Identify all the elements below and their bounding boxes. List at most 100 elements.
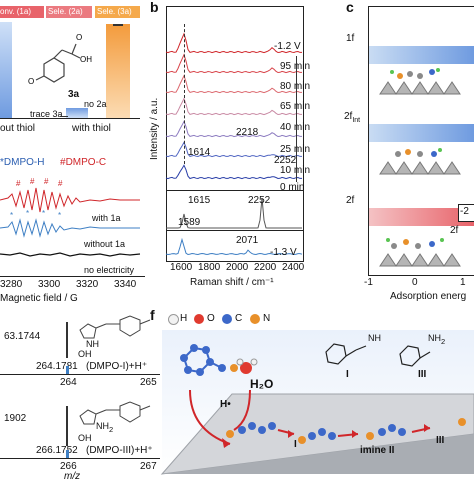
panel-ms: 63.1744 NH OH 264.1781 (DMPO-I)+H⁺ 264 2… bbox=[0, 310, 160, 482]
panel-f-hstar-label: H• bbox=[220, 399, 231, 410]
raman-xlabel: Raman shift / cm⁻¹ bbox=[190, 277, 274, 288]
legend-h-label: H bbox=[180, 313, 188, 324]
surface-label-i: I bbox=[294, 439, 297, 450]
legend-c-dot bbox=[222, 314, 232, 324]
epr-legend-c-label: DMPO-C bbox=[65, 157, 107, 168]
raman-time: 40 min bbox=[280, 122, 311, 133]
epr-legend-c: #DMPO-C bbox=[60, 158, 106, 168]
legend-o-label: O bbox=[207, 313, 215, 324]
panel-b-letter: b bbox=[150, 0, 159, 15]
panel-c-frame bbox=[368, 6, 474, 276]
epr-label-with-1a: with 1a bbox=[92, 213, 121, 223]
panel-a: onv. (1a) Sele. (2a) Sele. (3a) O OH O 3… bbox=[0, 0, 140, 140]
ms-top-oh: OH bbox=[78, 349, 92, 359]
panel-epr: *DMPO-H #DMPO-C # # # # * * * * with 1a … bbox=[0, 150, 145, 290]
legend-c-label: C bbox=[235, 313, 243, 324]
epr-xtick: 3340 bbox=[114, 279, 137, 290]
panel-f-adsorbed-chain bbox=[226, 418, 466, 444]
panel-c-row-label: 2f bbox=[346, 195, 355, 206]
raman-xtick: 2400 bbox=[282, 262, 305, 273]
epr-marker-h: * bbox=[42, 209, 45, 218]
species-i-icon bbox=[325, 343, 367, 365]
panel-c-bar-2f-label-box bbox=[458, 204, 474, 222]
error-bar bbox=[113, 24, 123, 26]
raman-time: 0 min bbox=[280, 182, 305, 193]
legend-sele2a-swatch bbox=[46, 6, 92, 18]
panel-f-legend: H O C N bbox=[168, 312, 318, 326]
epr-marker-h: * bbox=[10, 211, 13, 220]
raman-xtick: 1800 bbox=[198, 262, 221, 273]
ms-bottom-blue-peak bbox=[66, 450, 69, 458]
epr-marker-c: # bbox=[58, 179, 63, 188]
panel-a-xaxis bbox=[0, 118, 140, 119]
epr-marker-h: * bbox=[58, 211, 61, 220]
legend-n-label: N bbox=[263, 313, 271, 324]
panel-f-arrow bbox=[189, 389, 251, 448]
xtick-without-thiol: out thiol bbox=[0, 123, 36, 134]
bar-sele2a-with-thiol bbox=[66, 108, 88, 118]
bar-label-trace-arrow bbox=[60, 116, 68, 117]
raman-frame bbox=[166, 6, 304, 262]
raman-bottom-line bbox=[165, 237, 303, 256]
legend-conv-label: onv. (1a) bbox=[0, 7, 31, 16]
raman-series-line bbox=[165, 120, 302, 138]
ms-top-peak bbox=[66, 322, 68, 358]
ms-bottom-axis-tick: 267 bbox=[140, 461, 157, 472]
epr-legend-c-marker: # bbox=[60, 157, 66, 168]
raman-divider bbox=[166, 230, 303, 231]
panel-c-xtick: 1 bbox=[460, 277, 466, 288]
panel-c-bar-2fint bbox=[369, 124, 474, 142]
panel-f-molecule-icon bbox=[180, 344, 238, 376]
legend-h-dot bbox=[168, 314, 179, 325]
panel-c-structure-2f-icon bbox=[379, 238, 461, 267]
raman-peak-label: 1614 bbox=[188, 147, 211, 158]
raman-peak-label: 2252 bbox=[248, 195, 271, 206]
molecule-label: 3a bbox=[68, 89, 80, 100]
panel-c-xtick: 0 bbox=[412, 277, 418, 288]
raman-guide-line bbox=[184, 24, 185, 164]
ms-top-value-2: 264.1781 bbox=[36, 361, 78, 372]
raman-time: 95 min bbox=[280, 61, 311, 72]
epr-legend-h-label: DMPO-H bbox=[3, 157, 45, 168]
legend-sele3a-label: Sele. (3a) bbox=[97, 7, 132, 16]
panel-f-h2o-label: H₂O bbox=[250, 377, 274, 391]
epr-marker-h: * bbox=[26, 209, 29, 218]
ms-bottom-molecule-icon bbox=[79, 401, 151, 425]
panel-c-bar-2f-label: -2 bbox=[460, 206, 469, 217]
raman-peak-label: 1589 bbox=[178, 217, 201, 228]
panel-c-structure-2fint-icon bbox=[379, 148, 461, 175]
epr-legend-h-marker: * bbox=[0, 157, 4, 168]
raman-time: 10 min bbox=[280, 165, 311, 176]
raman-series-line bbox=[165, 164, 302, 180]
epr-marker-c: # bbox=[16, 179, 21, 188]
raman-xtick: 1600 bbox=[170, 262, 193, 273]
raman-time: 65 min bbox=[280, 101, 311, 112]
bar-label-trace: trace 3a bbox=[30, 109, 63, 119]
raman-series-line bbox=[165, 32, 302, 54]
ms-top-label: (DMPO-I)+H⁺ bbox=[86, 361, 148, 372]
species-i-nh: NH bbox=[368, 333, 381, 343]
ms-bottom-axis-tick: 266 bbox=[60, 461, 77, 472]
ms-top-axis-tick: 265 bbox=[140, 377, 157, 388]
raman-series-line bbox=[165, 141, 302, 158]
species-iii-label: III bbox=[418, 369, 427, 380]
bar-sele3a-with-thiol bbox=[106, 24, 130, 118]
epr-xlabel: Magnetic field / G bbox=[0, 293, 78, 304]
panel-c-bar-1f bbox=[369, 46, 474, 64]
panel-c-bar-2f bbox=[369, 208, 474, 226]
ms-bottom-axis bbox=[0, 458, 160, 459]
raman-series-line bbox=[165, 97, 302, 116]
raman-peak-label: 1615 bbox=[188, 195, 211, 206]
raman-bottom-voltage: -1.3 V bbox=[270, 247, 297, 258]
species-iii-nh2: NH2 bbox=[428, 333, 446, 346]
epr-xtick: 3300 bbox=[38, 279, 61, 290]
legend-sele2a-label: Sele. (2a) bbox=[48, 7, 83, 16]
ms-top-value-1: 63.1744 bbox=[4, 331, 41, 342]
panel-f-letter: f bbox=[150, 307, 155, 323]
panel-c-letter: c bbox=[346, 0, 354, 15]
raman-peak-label: 2218 bbox=[236, 127, 259, 138]
panel-c-row-label: 2fInt bbox=[344, 112, 360, 125]
ms-bottom-value-1: 1902 bbox=[4, 413, 27, 424]
raman-xtick: 2200 bbox=[254, 262, 277, 273]
legend-n-dot bbox=[250, 314, 260, 324]
